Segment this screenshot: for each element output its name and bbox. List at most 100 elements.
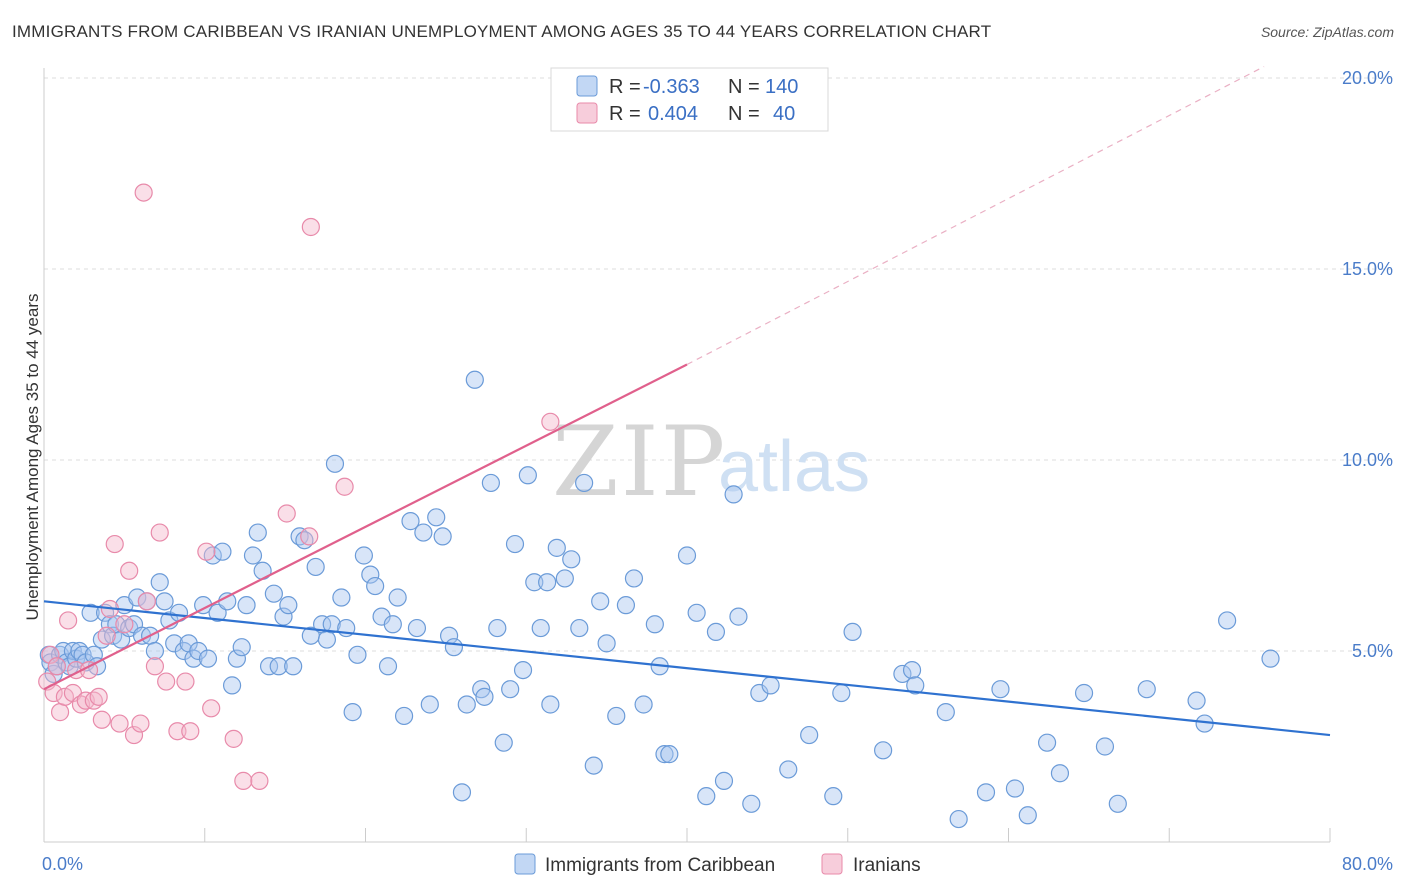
legend-r-label-1: R = [609,103,641,125]
point-caribbean-108 [591,592,610,611]
x-tick-label-min: 0.0% [42,854,83,874]
point-caribbean-65 [325,454,345,473]
point-caribbean-31 [155,592,174,611]
point-iranians-32 [224,729,243,748]
legend-swatch-iranians [576,102,598,124]
point-caribbean-121 [706,622,726,642]
y-tick-labels: 5.0% 10.0% 15.0% 20.0% [1342,68,1393,661]
chart-title: IMMIGRANTS FROM CARIBBEAN VS IRANIAN UNE… [12,22,992,41]
point-caribbean-88 [465,370,484,389]
point-iranians-17 [105,534,124,554]
point-caribbean-18 [100,615,120,634]
x-tick-label-max: 80.0% [1342,854,1393,874]
point-caribbean-40 [198,649,218,668]
point-caribbean-124 [729,607,748,626]
grid-lines [44,77,1392,652]
point-caribbean-133 [874,741,893,760]
trend-extension-iranians [686,66,1265,366]
point-caribbean-33 [165,634,184,653]
point-iranians-20 [120,561,139,580]
point-caribbean-109 [597,634,616,653]
point-caribbean-47 [232,638,251,657]
point-caribbean-90 [475,687,494,706]
legend-r-value-0: -0.363 [643,76,700,98]
point-caribbean-83 [433,527,452,546]
point-caribbean-130 [824,787,843,806]
point-caribbean-92 [488,618,507,638]
point-caribbean-85 [444,638,464,657]
point-caribbean-146 [1095,737,1115,756]
point-caribbean-69 [348,645,367,664]
point-iranians-4 [50,703,70,722]
chart-source: Source: ZipAtlas.com [1260,24,1394,40]
point-caribbean-38 [189,641,208,661]
point-caribbean-134 [893,664,912,684]
point-caribbean-44 [218,592,237,611]
point-iranians-18 [110,714,129,733]
point-caribbean-43 [213,542,232,561]
point-iranians-34 [250,771,269,790]
point-caribbean-119 [687,603,706,622]
point-caribbean-29 [145,641,165,661]
point-iranians-28 [176,672,195,691]
point-caribbean-86 [452,783,472,802]
point-caribbean-100 [538,573,557,592]
point-caribbean-91 [481,473,500,493]
point-iranians-30 [197,542,216,561]
point-iranians-19 [115,615,134,634]
point-caribbean-96 [513,660,533,680]
point-caribbean-76 [388,588,407,607]
point-iranians-31 [202,699,221,718]
point-caribbean-55 [274,607,293,626]
point-caribbean-66 [332,588,351,607]
point-caribbean-78 [401,512,420,531]
point-iranians-29 [181,722,200,741]
legend-n-label-0: N = [728,76,760,98]
point-iranians-14 [92,710,111,729]
point-caribbean-49 [243,546,263,565]
point-caribbean-140 [991,680,1010,699]
point-iranians-1 [41,645,60,664]
point-iranians-35 [277,504,296,523]
point-caribbean-95 [505,534,525,554]
point-caribbean-125 [742,794,761,813]
point-iranians-38 [335,477,354,496]
bottom-legend-swatch-iranians [821,853,843,875]
point-caribbean-151 [1218,611,1237,630]
point-caribbean-110 [607,706,626,726]
point-caribbean-148 [1137,680,1156,699]
point-caribbean-105 [570,618,589,638]
legend-r-value-1: 0.404 [648,103,698,125]
point-caribbean-136 [906,676,925,695]
point-caribbean-101 [541,695,560,714]
point-caribbean-87 [457,695,476,714]
point-caribbean-98 [525,573,544,592]
point-iranians-24 [145,657,165,676]
point-caribbean-68 [343,703,362,722]
trend-line-iranians [43,363,688,691]
point-caribbean-61 [306,557,325,577]
bottom-legend-swatch-caribbean [514,853,536,875]
point-iranians-13 [89,687,108,706]
legend-n-value-0: 140 [765,76,798,98]
point-caribbean-144 [1050,764,1070,783]
point-caribbean-25 [128,588,147,607]
point-iranians-22 [131,714,150,733]
point-caribbean-142 [1018,806,1037,825]
point-iranians-23 [137,592,156,611]
point-caribbean-149 [1187,691,1206,710]
point-caribbean-99 [531,618,550,638]
point-caribbean-112 [624,569,644,588]
legend-box: R = -0.363 N = 140 R = 0.404 N = 40 [550,67,829,132]
point-caribbean-72 [366,576,385,596]
legend-n-label-1: N = [728,103,760,125]
y-tick-label-3: 20.0% [1342,68,1393,88]
watermark-atlas: atlas [718,427,870,507]
point-caribbean-141 [1005,779,1025,798]
point-caribbean-128 [779,760,798,779]
point-caribbean-117 [660,745,679,764]
point-caribbean-77 [394,706,414,726]
point-caribbean-79 [407,618,427,638]
point-caribbean-104 [562,550,581,569]
point-caribbean-46 [227,649,246,668]
